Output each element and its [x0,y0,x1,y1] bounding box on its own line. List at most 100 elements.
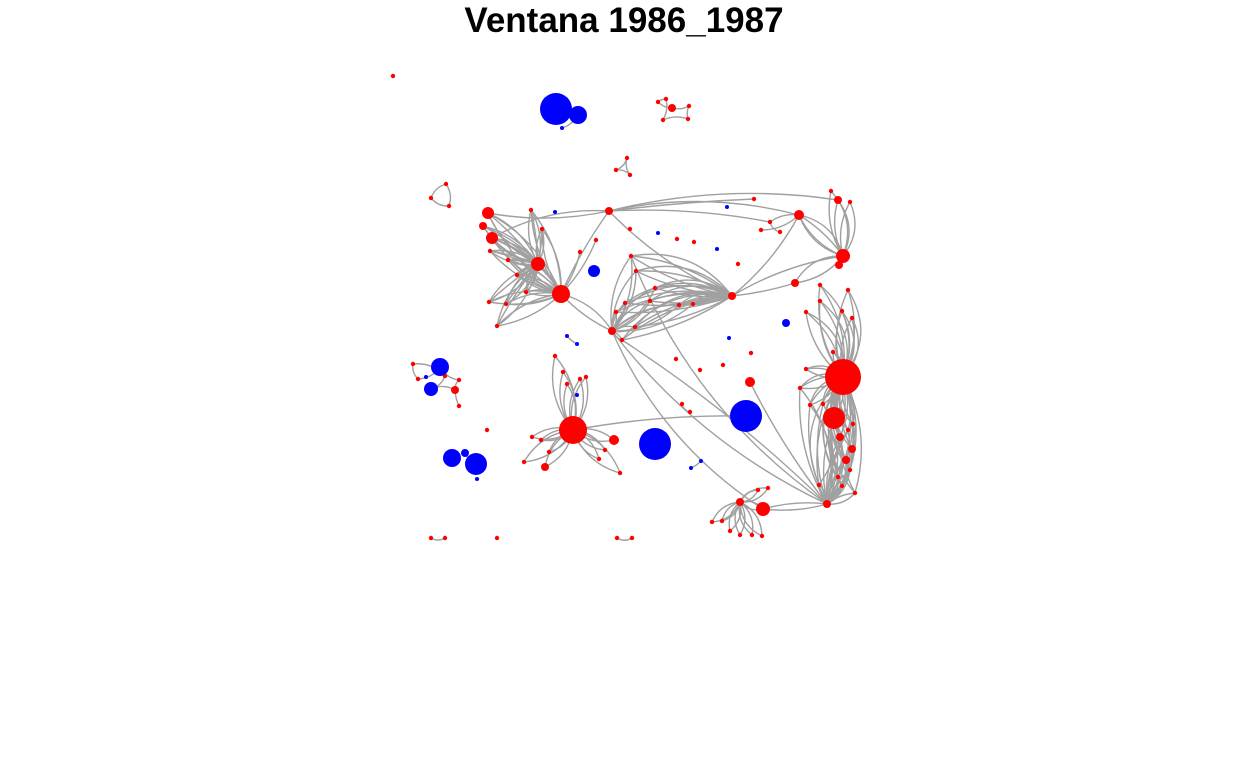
blue-node [431,358,449,376]
red-node [758,227,764,233]
red-node [627,226,633,232]
graph-edge [608,198,755,212]
red-node [552,285,570,303]
graph-edge [825,436,841,505]
blue-node [782,319,790,327]
red-node [390,73,396,79]
red-node [847,199,853,205]
red-node [674,236,680,242]
red-node [593,237,599,243]
graph-edge [572,415,747,431]
graph-edge [430,183,447,199]
red-node [613,309,619,315]
graph-edge [560,293,613,332]
red-node [735,261,741,267]
blue-node [569,106,587,124]
blue-node [575,393,579,397]
red-node [803,366,809,372]
red-node [807,402,813,408]
red-node [546,449,552,455]
red-node [848,445,856,453]
red-node [564,381,570,387]
blue-node [588,265,600,277]
graph-edge [826,448,853,505]
blue-node [424,382,438,396]
blue-node [639,428,671,460]
blue-node [475,477,479,481]
red-node [655,99,661,105]
graph-edge [635,265,733,297]
red-node [830,349,836,355]
red-node [691,239,697,245]
red-node [609,435,619,445]
red-node [834,196,842,204]
red-node [487,248,493,254]
red-node [442,535,448,541]
blue-node [715,247,719,251]
graph-edge [654,279,733,297]
red-node [613,167,619,173]
blue-node [443,449,461,467]
graph-edge [608,192,839,212]
red-node [745,377,755,387]
red-node [736,498,744,506]
blue-node [699,459,703,463]
red-node [850,421,856,427]
blue-node [553,210,557,214]
red-node [410,361,416,367]
red-node [443,181,449,187]
red-node [756,502,770,516]
red-node [619,337,625,343]
red-node [456,377,462,383]
blue-node [461,449,469,457]
red-node [577,376,583,382]
red-node [660,117,666,123]
graph-edge [731,214,800,297]
blue-node [424,375,428,379]
red-node [823,500,831,508]
graph-edge [621,295,733,341]
red-node [633,268,639,274]
red-node [797,385,803,391]
graph-edge [560,210,610,295]
red-node [428,535,434,541]
graph-edge [611,303,694,332]
red-node [632,324,638,330]
graph-edge [630,255,828,505]
red-node [577,249,583,255]
red-node [560,369,566,375]
red-node [624,155,630,161]
red-node [494,535,500,541]
page-title: Ventana 1986_1987 [464,1,784,40]
graph-edge [608,209,771,223]
red-node [847,467,853,473]
red-node [820,401,826,407]
red-node [484,427,490,433]
red-node [529,434,535,440]
red-node [685,116,691,122]
red-node [825,359,861,395]
graph-edge [635,270,733,297]
red-node [596,456,602,462]
red-node [719,518,725,524]
red-node [617,470,623,476]
blue-node [727,336,731,340]
red-node [737,532,743,538]
graph-edge [615,285,733,313]
red-node [686,103,692,109]
graph-edge [491,209,610,239]
red-node [428,195,434,201]
red-node [679,401,685,407]
graph-edge [807,404,828,505]
red-node [852,490,858,496]
red-node [817,282,823,288]
graph-edge [445,183,452,207]
red-node [539,226,545,232]
red-node [456,403,462,409]
red-node [728,292,736,300]
red-node [514,272,520,278]
red-node [605,207,613,215]
red-node [647,298,653,304]
red-node [690,301,696,307]
